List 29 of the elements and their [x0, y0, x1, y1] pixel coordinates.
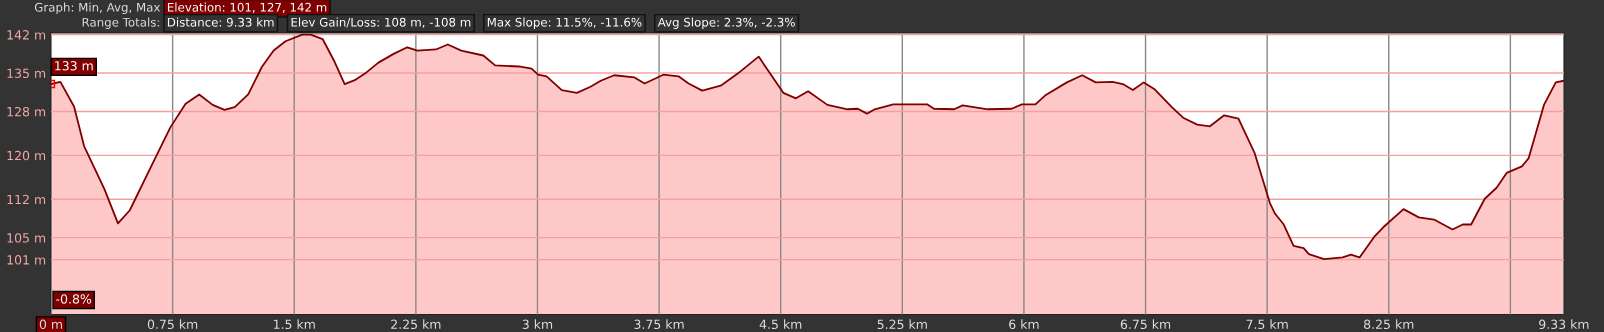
text: Elev Gain/Loss: 108 m, -108 m: [291, 17, 471, 28]
text: Graph: Min, Avg, Max: [34, 2, 161, 15]
x-tick-label: 8.25 km: [1364, 319, 1414, 330]
x-tick-label: 5.25 km: [877, 319, 927, 330]
x-tick-label: 1.5 km: [273, 319, 315, 330]
text: Elevation: 101, 127, 142 m: [167, 2, 327, 13]
y-tick-label: 142 m: [7, 30, 46, 40]
annotation: 133 m: [55, 61, 93, 71]
y-tick-label: 105 m: [7, 233, 46, 243]
x-tick-label: 9.33 km: [1539, 319, 1589, 330]
text: Range Totals:: [82, 17, 160, 29]
x-tick-label: 3 km: [522, 319, 553, 330]
x-tick-label: 3.75 km: [634, 319, 684, 330]
annotation: -0.8%: [56, 294, 92, 304]
x-tick-label: 7.5 km: [1246, 319, 1288, 330]
y-tick-label: 120 m: [7, 150, 46, 161]
text: Distance: 9.33 km: [167, 17, 274, 27]
x-tick-label: 4.5 km: [759, 319, 802, 330]
y-tick-label: 135 m: [7, 68, 46, 78]
x-tick-label: 6 km: [1009, 319, 1039, 330]
x-tick-label: 0 m: [39, 319, 62, 330]
x-tick-label: 2.25 km: [391, 319, 441, 330]
y-tick-label: 101 m: [7, 255, 46, 265]
y-tick-label: 112 m: [7, 194, 46, 205]
text: Max Slope: 11.5%, -11.6%: [487, 17, 642, 29]
y-tick-label: 128 m: [7, 106, 46, 117]
x-tick-label: 6.75 km: [1120, 319, 1171, 330]
text: Avg Slope: 2.3%, -2.3%: [657, 17, 795, 29]
x-tick-label: 0.75 km: [147, 319, 198, 330]
